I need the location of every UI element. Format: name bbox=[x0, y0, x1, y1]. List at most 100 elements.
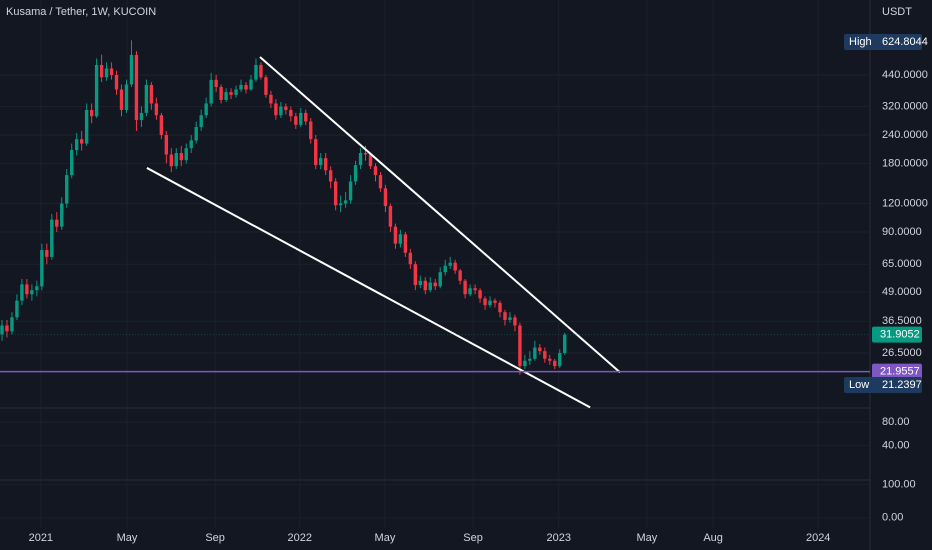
candle-body bbox=[358, 153, 363, 166]
candle-body bbox=[269, 94, 273, 104]
candle-body bbox=[368, 154, 373, 167]
candle-body bbox=[244, 84, 248, 90]
candle-body bbox=[553, 360, 557, 367]
candle-body bbox=[159, 115, 164, 135]
x-tick-label: 2024 bbox=[806, 532, 830, 544]
candle-body bbox=[304, 112, 308, 122]
y-tick-label: 90.0000 bbox=[882, 226, 922, 238]
y-tick-label: 0.00 bbox=[882, 512, 903, 524]
candle-body bbox=[488, 300, 492, 306]
candle-body bbox=[558, 353, 562, 367]
candle-body bbox=[15, 300, 19, 318]
candle-body bbox=[214, 79, 218, 87]
candle-body bbox=[458, 270, 462, 281]
candle-body bbox=[408, 252, 413, 265]
high-label-word: High bbox=[849, 36, 872, 48]
candle-body bbox=[184, 148, 188, 161]
candle-body bbox=[299, 112, 303, 125]
candle-body bbox=[523, 360, 527, 367]
candle-body bbox=[129, 54, 134, 85]
candle-body bbox=[289, 109, 293, 117]
candle-body bbox=[70, 150, 74, 176]
candle-body bbox=[154, 103, 159, 116]
candle-body bbox=[483, 298, 487, 306]
candle-body bbox=[498, 302, 502, 313]
low-label-box bbox=[844, 377, 922, 393]
candle-body bbox=[0, 325, 4, 335]
candle-body bbox=[338, 203, 343, 206]
candle-body bbox=[74, 139, 79, 151]
candle-body bbox=[513, 317, 517, 326]
candle-body bbox=[353, 165, 358, 182]
candle-body bbox=[383, 188, 388, 207]
axes: 2021 May Sep 2022 May Sep 2023 May Aug 2024 440.00… bbox=[29, 34, 928, 544]
candle-body bbox=[493, 300, 497, 303]
candle-body bbox=[169, 154, 174, 167]
candle-body bbox=[209, 79, 213, 104]
candle-body bbox=[398, 234, 403, 244]
low-label-word: Low bbox=[849, 379, 869, 391]
candle-body bbox=[45, 250, 49, 257]
candle-body bbox=[363, 153, 368, 155]
candle-body bbox=[234, 89, 238, 95]
candle-body bbox=[109, 68, 114, 76]
candle-body bbox=[5, 325, 9, 332]
candle-body bbox=[314, 139, 318, 166]
hline-label: 21.9557 bbox=[880, 366, 920, 378]
y-tick-label: 320.0000 bbox=[882, 100, 928, 112]
candle-body bbox=[279, 106, 283, 116]
y-tick-label: 240.0000 bbox=[882, 129, 928, 141]
candle-body bbox=[563, 334, 567, 354]
candle-body bbox=[388, 206, 393, 227]
candle-body bbox=[40, 250, 44, 287]
candle-body bbox=[99, 64, 104, 78]
currency: USDT bbox=[882, 6, 912, 18]
candle-body bbox=[418, 280, 423, 285]
candle-body bbox=[413, 264, 418, 285]
x-tick-label: Sep bbox=[205, 532, 225, 544]
candle-body bbox=[60, 203, 64, 227]
x-tick-label: May bbox=[637, 532, 658, 544]
candle-body bbox=[10, 317, 14, 332]
candle-body bbox=[174, 153, 178, 167]
candle-body bbox=[104, 68, 109, 78]
candle-body bbox=[463, 280, 467, 295]
candle-body bbox=[453, 262, 457, 271]
candle-body bbox=[144, 84, 149, 113]
candle-body bbox=[204, 103, 208, 116]
candle-body bbox=[323, 158, 328, 171]
candle-body bbox=[548, 358, 552, 361]
candle-body bbox=[249, 79, 253, 90]
hline-label-box bbox=[872, 363, 922, 380]
y-tick-label: 26.5000 bbox=[882, 347, 922, 359]
candle-body bbox=[35, 286, 39, 291]
candle-body bbox=[229, 92, 233, 95]
candle-body bbox=[89, 109, 94, 117]
high-label-value: 624.8044 bbox=[882, 36, 928, 48]
high-label-box bbox=[844, 34, 922, 50]
candle-body bbox=[20, 284, 24, 301]
candle-body bbox=[219, 86, 223, 100]
candle-body bbox=[119, 89, 124, 110]
candle-body bbox=[149, 84, 154, 104]
x-tick-label: May bbox=[375, 532, 396, 544]
candle-body bbox=[543, 351, 547, 359]
candle-body bbox=[284, 106, 288, 110]
candle-body bbox=[378, 175, 383, 189]
grid bbox=[0, 0, 870, 528]
y-tick-label: 36.5000 bbox=[882, 315, 922, 327]
candle-body bbox=[199, 115, 203, 128]
candle-body bbox=[274, 103, 278, 116]
candle-body bbox=[114, 75, 119, 90]
y-tick-label: 49.0000 bbox=[882, 286, 922, 298]
y-tick-label: 100.00 bbox=[882, 479, 916, 491]
candle-body bbox=[528, 358, 532, 361]
candle-body bbox=[124, 84, 129, 110]
y-tick-label: 65.0000 bbox=[882, 258, 922, 270]
candle-body bbox=[294, 116, 298, 125]
trendline bbox=[259, 56, 621, 374]
trendline bbox=[146, 167, 591, 409]
candle-body bbox=[508, 317, 512, 320]
candle-body bbox=[65, 175, 69, 204]
